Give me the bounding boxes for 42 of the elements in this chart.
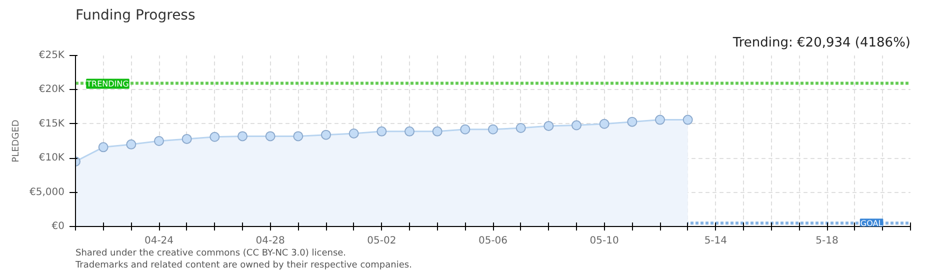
x-tick-label: 05-06 [478,236,508,246]
point [210,132,220,142]
point [682,114,693,125]
y-axis-title: PLEDGED [12,120,22,162]
point [182,134,192,144]
y-tick-label: €10K [38,152,65,164]
point [516,123,526,133]
point [544,120,554,131]
point [404,126,414,136]
ref-line-label: GOAL [860,219,884,228]
text: Trademarks and related content are owned by their respective companies. [74,260,412,270]
x-tick-label: 5-14 [704,236,728,246]
y-tick-label: €25K [38,50,65,61]
point [655,114,665,125]
point [238,131,248,142]
point [293,131,304,142]
point [488,124,498,134]
point [376,126,387,136]
point [321,130,331,140]
y-tick-label: €0 [52,221,65,232]
x-tick-label: 04-24 [144,236,174,246]
x-tick-label: 05-02 [367,236,396,246]
chart-title: Funding Progress [76,8,196,24]
point [599,118,610,129]
y-tick-label: €15K [38,118,65,130]
x-tick-label: 05-10 [590,236,619,246]
x-tick-label: 04-28 [256,236,285,246]
y-tick-label: €20K [38,84,65,96]
x-tick-label: 5-18 [816,236,838,246]
text: Trending: €20,934 (4186%) [732,36,911,50]
point [460,124,470,134]
point [627,116,638,127]
point [572,120,582,130]
point [154,136,164,146]
y-tick-label: €5,000 [30,186,65,198]
ref-line-label: TRENDING [86,79,129,88]
point [265,131,276,142]
point [98,142,108,152]
point [348,128,359,138]
text: Shared under the creative commons (CC BY-NC 3.0) license. [76,248,346,258]
point [126,139,136,150]
point [432,126,442,136]
